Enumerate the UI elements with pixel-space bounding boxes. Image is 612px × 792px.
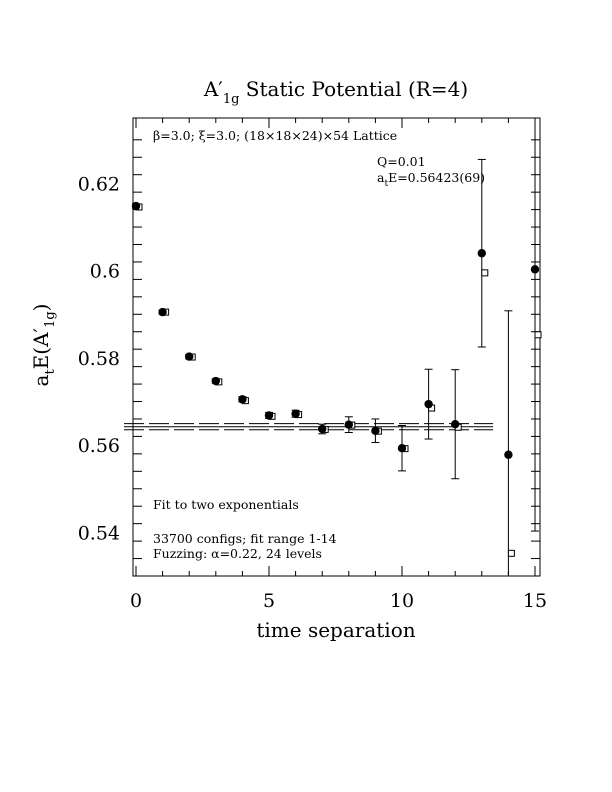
x-axis-ticks: 0 5 10 15 bbox=[130, 118, 547, 612]
energy-subscript: t bbox=[384, 179, 388, 189]
y-tick-label: 0.62 bbox=[78, 173, 120, 195]
title-subscript: 1g bbox=[223, 92, 240, 107]
y-tick-label: 0.58 bbox=[78, 348, 120, 370]
data-point-circle bbox=[158, 307, 167, 317]
energy-post: E=0.56423(69) bbox=[388, 170, 485, 185]
ylabel-mid: E(A bbox=[29, 332, 53, 369]
fuzzing-annotation: Fuzzing: α=0.22, 24 levels bbox=[153, 546, 322, 561]
data-point-circle bbox=[264, 411, 274, 420]
data-point-circle bbox=[185, 352, 194, 361]
error-bars bbox=[132, 118, 539, 576]
data-point-circle bbox=[211, 376, 220, 386]
ylabel-pre-subscript: t bbox=[43, 369, 58, 375]
ylabel-prime: ′ bbox=[29, 327, 53, 332]
data-point-circle bbox=[477, 249, 486, 258]
chart-title: A′1g Static Potential (R=4) bbox=[203, 77, 468, 107]
data-point-circle bbox=[371, 426, 380, 435]
y-tick-label: 0.56 bbox=[78, 435, 120, 457]
title-rest: Static Potential (R=4) bbox=[239, 77, 468, 101]
data-point-square bbox=[507, 549, 515, 557]
x-tick-label: 15 bbox=[523, 590, 547, 612]
ylabel-post: ) bbox=[29, 304, 53, 312]
y-tick-label: 0.6 bbox=[90, 261, 120, 283]
q-annotation: Q=0.01 bbox=[377, 154, 426, 169]
data-point-circle bbox=[424, 399, 433, 409]
title-prime: ′ bbox=[218, 77, 223, 101]
x-tick-label: 10 bbox=[390, 590, 414, 612]
x-tick-label: 0 bbox=[130, 590, 142, 612]
filled-circle-series bbox=[131, 201, 540, 459]
energy-annotation: atE=0.56423(69) bbox=[377, 170, 485, 189]
plot-frame bbox=[132, 117, 541, 577]
data-point-circle bbox=[344, 420, 353, 429]
fit-type-annotation: Fit to two exponentials bbox=[153, 497, 299, 512]
data-point-circle bbox=[504, 450, 513, 459]
ylabel-subscript: 1g bbox=[43, 311, 58, 328]
y-axis-label: atE(A′1g) bbox=[29, 304, 58, 387]
data-point-circle bbox=[397, 443, 407, 453]
data-point-circle bbox=[291, 409, 300, 418]
ylabel-pre: a bbox=[29, 374, 53, 386]
data-point-square bbox=[534, 331, 542, 339]
y-tick-label: 0.54 bbox=[78, 522, 120, 544]
data-point-square bbox=[481, 269, 489, 277]
y-axis-ticks: 0.54 0.56 0.58 0.6 0.62 bbox=[78, 139, 540, 577]
x-tick-label: 5 bbox=[263, 590, 275, 612]
data-point-circle bbox=[451, 420, 460, 429]
data-point-circle bbox=[238, 395, 247, 404]
configs-annotation: 33700 configs; fit range 1-14 bbox=[153, 531, 337, 546]
data-point-circle bbox=[131, 201, 141, 211]
energy-pre: a bbox=[377, 170, 385, 185]
data-point-circle bbox=[530, 265, 540, 274]
data-point-circle bbox=[318, 424, 327, 434]
x-axis-label: time separation bbox=[256, 618, 415, 642]
title-main: A bbox=[203, 77, 219, 101]
fit-band bbox=[124, 423, 494, 431]
lattice-annotation: β=3.0; ξ=3.0; (18×18×24)×54 Lattice bbox=[153, 128, 397, 143]
